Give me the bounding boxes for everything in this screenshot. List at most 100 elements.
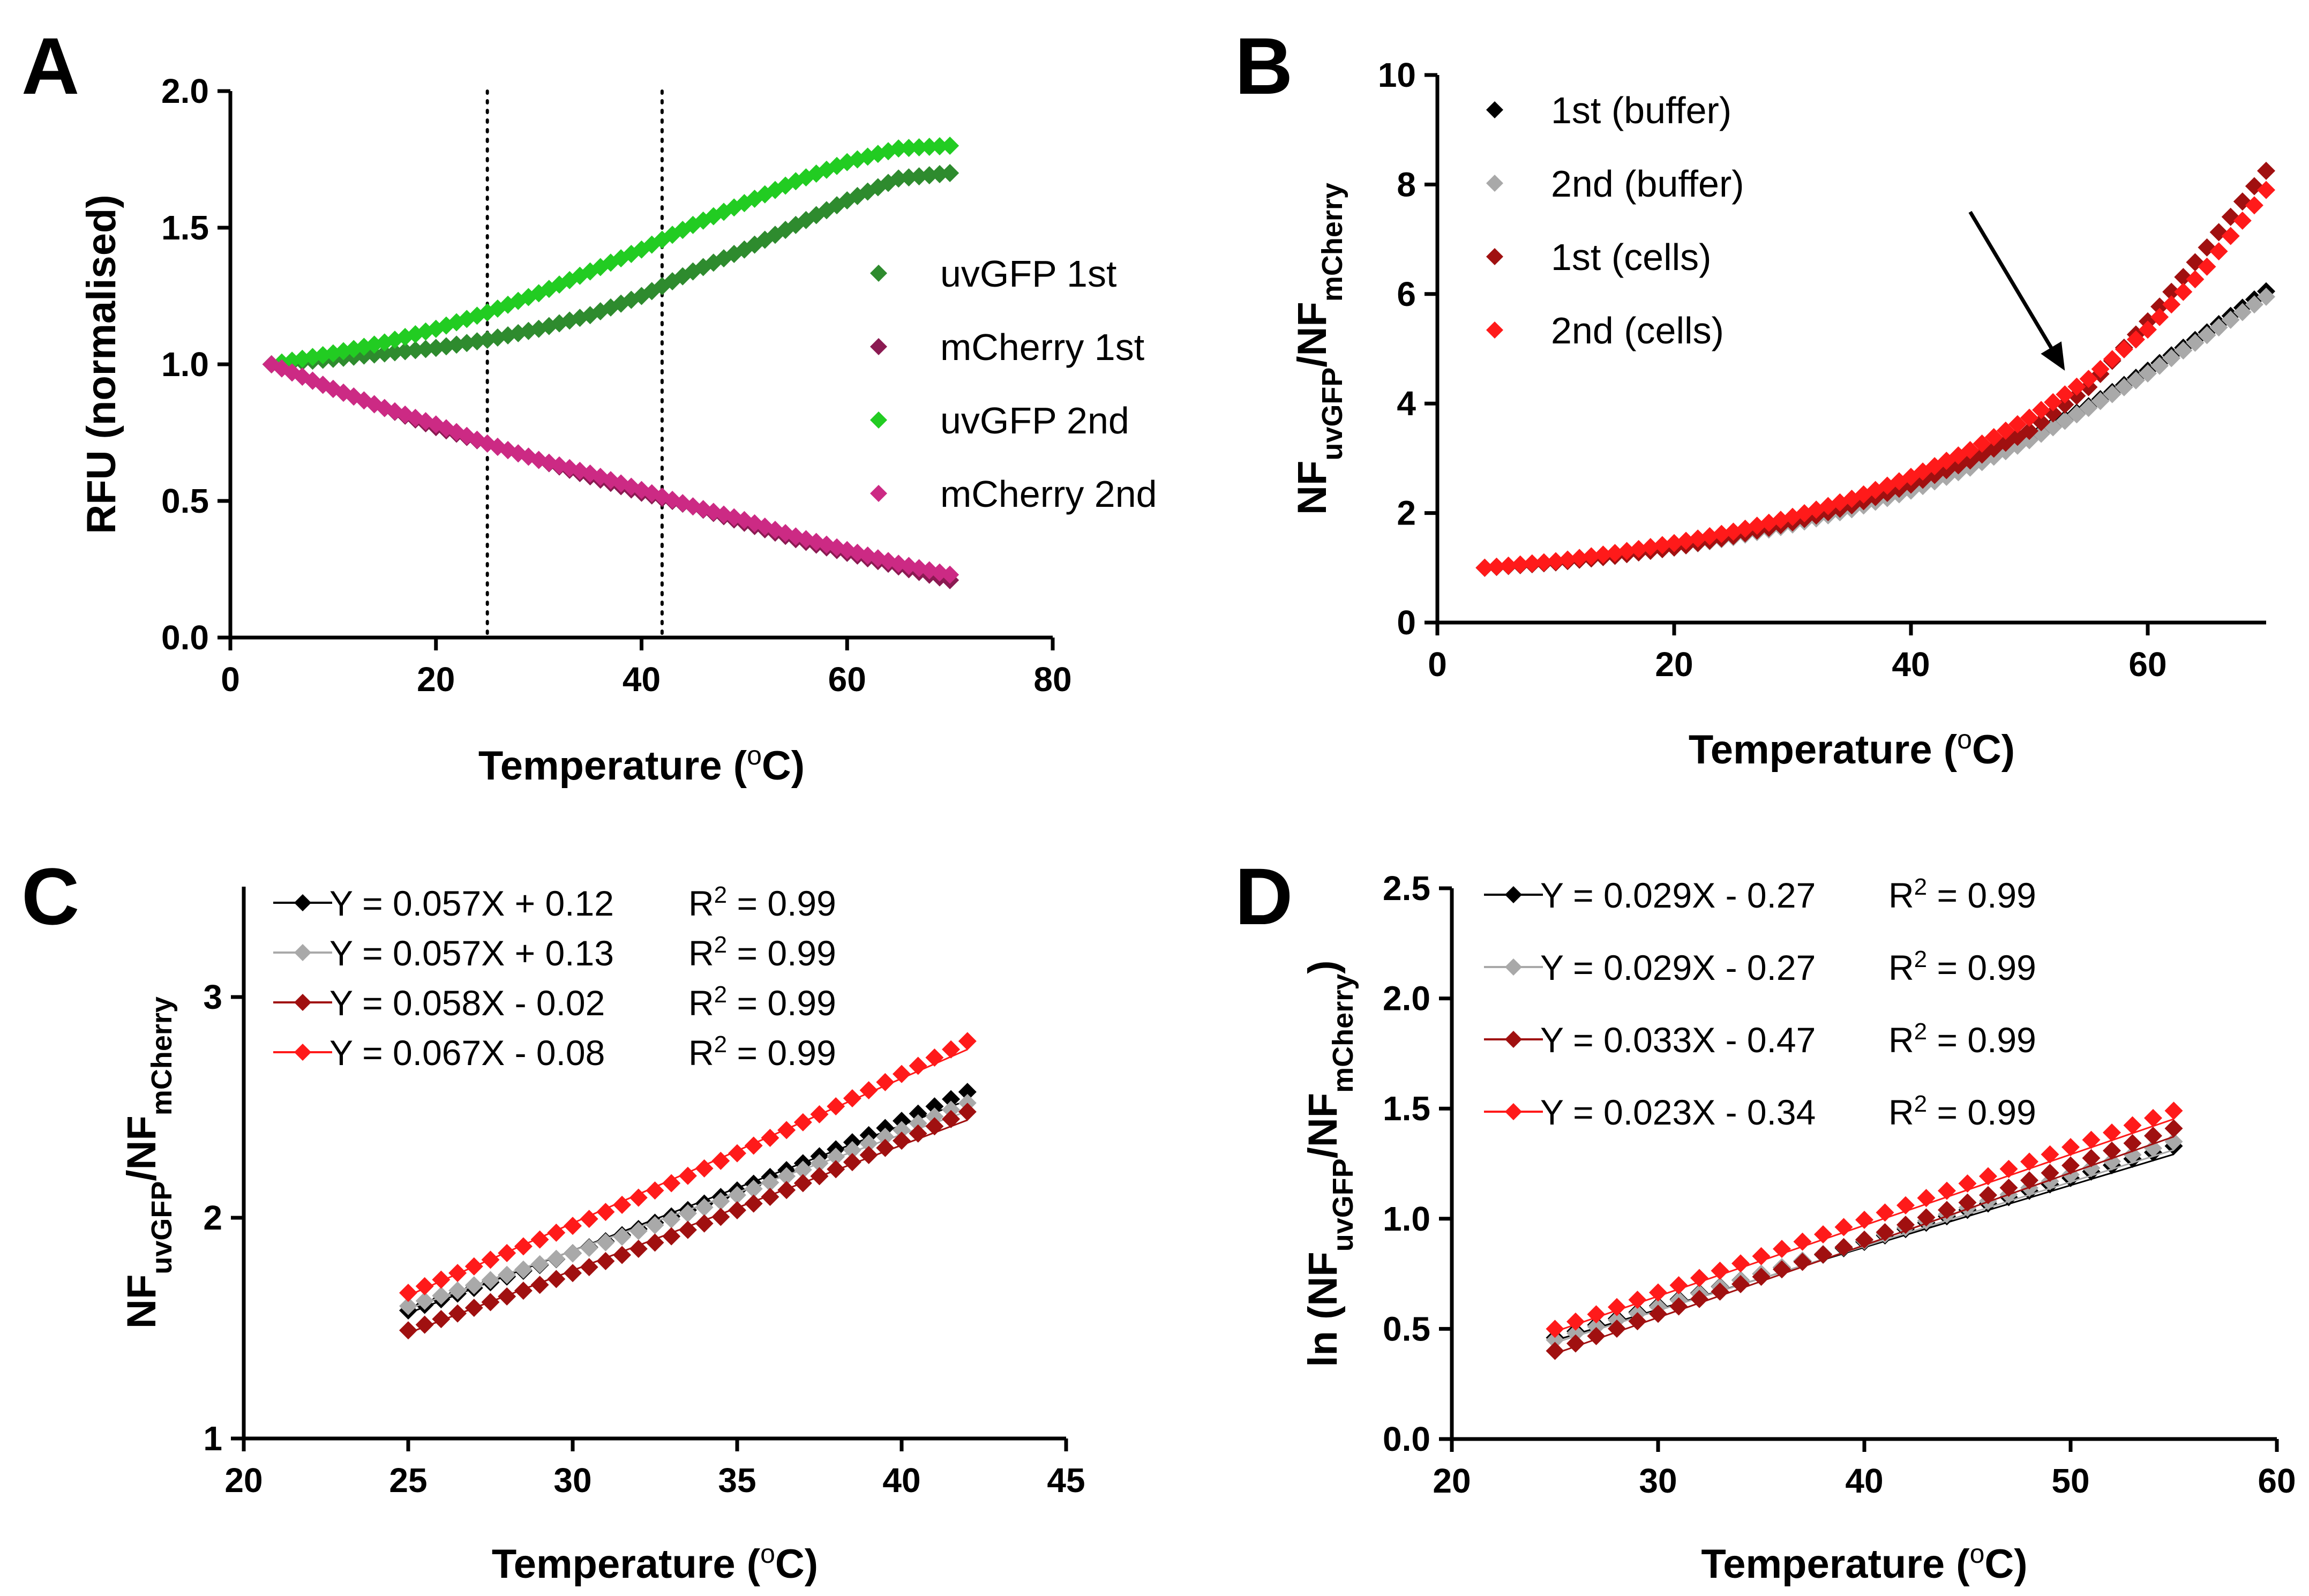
x-tick-label: 20: [224, 1461, 263, 1500]
data-point: [1566, 1324, 1585, 1343]
data-point: [432, 1286, 451, 1305]
data-point: [1938, 1201, 1956, 1219]
data-point: [564, 1264, 582, 1283]
y-tick-label: 2.0: [161, 72, 209, 110]
data-point: [1608, 1319, 1626, 1338]
y-tick-label: 2: [203, 1198, 222, 1237]
data-point: [514, 1237, 533, 1256]
data-point: [1855, 1210, 1873, 1229]
data-point: [2041, 1145, 2059, 1164]
data-point: [1546, 1342, 1564, 1360]
legend-marker: [294, 894, 311, 911]
data-point: [909, 1124, 927, 1143]
data-point: [2091, 392, 2110, 410]
data-point: [2139, 320, 2157, 339]
data-point: [1547, 552, 1565, 571]
data-point: [1546, 1330, 1564, 1349]
legend-equation: Y = 0.057X + 0.13: [329, 933, 614, 973]
panel-a: A 0.0 0.5 1.0 1.5 2.0 0 20 40 60 80 Temperature (oC…: [21, 21, 1157, 789]
data-point: [498, 1287, 516, 1306]
data-point: [678, 1166, 697, 1185]
legend-r2: R2 = 0.99: [1888, 874, 2036, 916]
legend-label: uvGFP 2nd: [940, 400, 1129, 441]
legend-marker: [1505, 958, 1522, 976]
data-point: [464, 1257, 483, 1276]
y-tick-label: 4: [1397, 384, 1416, 423]
data-point: [2103, 1123, 2121, 1142]
data-point: [1896, 1196, 1915, 1215]
data-point: [1731, 1275, 1750, 1293]
data-point: [1665, 534, 1683, 552]
data-point: [893, 1112, 911, 1130]
data-point: [1487, 557, 1506, 576]
data-point: [416, 340, 435, 358]
data-point: [547, 1223, 566, 1242]
data-point: [2150, 356, 2169, 375]
data-point: [2150, 308, 2169, 326]
data-point: [498, 1265, 516, 1284]
data-point: [744, 1136, 763, 1155]
data-point: [580, 1239, 598, 1257]
data-point: [613, 1195, 632, 1214]
data-point: [2079, 399, 2098, 417]
data-point: [1752, 1247, 1771, 1265]
data-point: [2115, 340, 2133, 359]
data-point: [909, 1056, 927, 1075]
data-point: [1653, 536, 1671, 555]
data-point: [2091, 359, 2110, 378]
legend-equation: Y = 0.029X - 0.27: [1540, 948, 1816, 987]
data-point: [893, 1132, 911, 1150]
data-point: [1938, 1181, 1956, 1200]
data-point: [1814, 1225, 1832, 1243]
legend-equation: Y = 0.029X - 0.27: [1540, 875, 1816, 915]
data-point: [580, 1210, 598, 1228]
data-point: [1511, 555, 1530, 574]
y-tick-label: 2.5: [1383, 869, 1430, 908]
data-point: [761, 1173, 779, 1192]
data-point: [2186, 333, 2205, 352]
data-point: [909, 1104, 927, 1123]
x-tick-label: 50: [2051, 1462, 2089, 1500]
x-tick-label: 60: [828, 660, 866, 699]
data-point: [2144, 1139, 2162, 1158]
data-point: [399, 1284, 417, 1302]
data-point: [1582, 547, 1601, 566]
data-point: [481, 1293, 500, 1312]
data-point: [1669, 1297, 1688, 1316]
data-point: [1677, 531, 1696, 550]
data-point: [695, 1159, 714, 1178]
data-point: [1773, 1260, 1791, 1279]
legend-marker: [870, 485, 887, 502]
data-point: [793, 1174, 812, 1193]
data-point: [1700, 527, 1719, 545]
data-point: [2164, 1132, 2183, 1151]
x-tick-label: 0: [1428, 645, 1447, 684]
legend-equation: Y = 0.023X - 0.34: [1540, 1092, 1816, 1132]
data-point: [930, 165, 949, 184]
data-point: [629, 1240, 648, 1258]
data-point: [941, 137, 959, 155]
legend-label: 2nd (cells): [1551, 310, 1724, 351]
data-point: [678, 1204, 697, 1223]
data-point: [942, 1100, 961, 1119]
data-point: [2041, 1164, 2059, 1182]
y-tick-label: 1: [203, 1419, 222, 1458]
data-point: [1711, 1261, 1729, 1280]
data-point: [530, 1276, 549, 1294]
data-point: [777, 1167, 796, 1186]
data-point: [646, 1233, 664, 1252]
data-point: [1587, 1317, 1606, 1336]
data-point: [2082, 1130, 2101, 1149]
y-tick-label: 0.5: [161, 482, 209, 520]
data-point: [596, 1203, 615, 1222]
data-point: [876, 1138, 895, 1157]
data-point: [1979, 1167, 1997, 1186]
legend-equation: Y = 0.058X - 0.02: [329, 983, 605, 1023]
data-point: [793, 1113, 812, 1132]
panel-d: D 0.0 0.5 1.0 1.5 2.0 2.5 20 30 40 50 60 Temperature…: [1235, 851, 2296, 1587]
series-3: [399, 1103, 977, 1340]
data-point: [893, 1065, 911, 1083]
data-point: [711, 1208, 730, 1226]
data-point: [1999, 1159, 2018, 1178]
x-tick-label: 20: [1433, 1462, 1471, 1500]
